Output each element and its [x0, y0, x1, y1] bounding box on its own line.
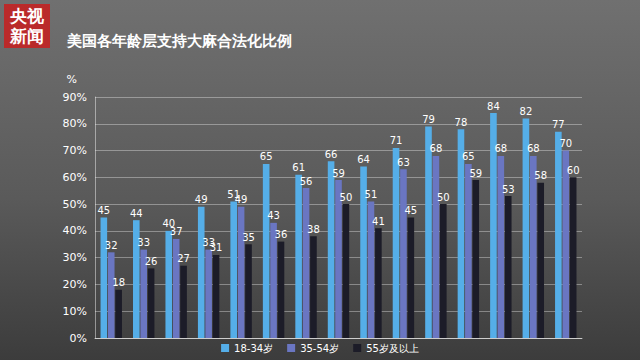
svg-text:70%: 70% — [63, 144, 87, 157]
svg-text:78: 78 — [455, 117, 468, 128]
svg-text:53: 53 — [502, 184, 515, 195]
svg-text:71: 71 — [390, 135, 403, 146]
svg-text:45: 45 — [404, 205, 417, 216]
svg-text:79: 79 — [422, 114, 435, 125]
svg-text:60%: 60% — [63, 171, 87, 184]
svg-text:90%: 90% — [63, 91, 87, 104]
svg-text:35: 35 — [242, 232, 255, 243]
svg-text:66: 66 — [325, 149, 338, 160]
svg-text:36: 36 — [275, 229, 288, 240]
svg-text:35-54岁: 35-54岁 — [300, 343, 339, 354]
svg-text:50: 50 — [437, 192, 450, 203]
svg-text:82: 82 — [520, 106, 533, 117]
svg-text:26: 26 — [145, 256, 158, 267]
svg-text:37: 37 — [170, 226, 183, 237]
svg-text:%: % — [67, 73, 77, 86]
svg-text:18-34岁: 18-34岁 — [234, 343, 273, 354]
svg-text:45: 45 — [97, 205, 110, 216]
svg-text:84: 84 — [487, 101, 500, 112]
svg-text:33: 33 — [137, 237, 150, 248]
svg-text:49: 49 — [235, 194, 248, 205]
svg-text:51: 51 — [227, 188, 241, 200]
svg-text:77: 77 — [552, 119, 565, 130]
svg-text:70: 70 — [559, 138, 572, 149]
svg-text:58: 58 — [534, 170, 547, 181]
svg-text:65: 65 — [260, 151, 273, 162]
svg-text:64: 64 — [357, 154, 370, 165]
svg-text:40: 40 — [162, 218, 176, 230]
svg-text:27: 27 — [177, 253, 190, 264]
svg-text:41: 41 — [372, 216, 385, 227]
svg-text:20%: 20% — [63, 278, 87, 291]
svg-text:31: 31 — [210, 242, 223, 253]
svg-text:80%: 80% — [63, 117, 87, 130]
svg-text:61: 61 — [292, 162, 305, 173]
svg-text:68: 68 — [494, 143, 507, 154]
svg-text:0%: 0% — [70, 332, 87, 345]
html-text:央视: 央视 — [10, 6, 44, 26]
svg-text:10%: 10% — [63, 305, 87, 318]
svg-text:43: 43 — [267, 210, 280, 221]
html-text:新闻: 新闻 — [10, 26, 44, 46]
svg-text:33: 33 — [202, 237, 215, 249]
svg-text:55岁及以上: 55岁及以上 — [366, 343, 419, 354]
svg-text:30%: 30% — [63, 251, 87, 264]
svg-text:51: 51 — [365, 189, 378, 200]
svg-text:50%: 50% — [63, 198, 87, 211]
svg-text:32: 32 — [105, 240, 118, 251]
svg-text:68: 68 — [430, 143, 443, 154]
svg-text:44: 44 — [130, 208, 143, 219]
svg-text:68: 68 — [527, 143, 540, 154]
svg-text:美国各年龄层支持大麻合法化比例: 美国各年龄层支持大麻合法化比例 — [66, 32, 292, 50]
svg-text:59: 59 — [469, 168, 482, 179]
svg-text:18: 18 — [112, 277, 125, 288]
svg-text:60: 60 — [567, 165, 580, 176]
svg-text:56: 56 — [300, 176, 313, 187]
svg-text:65: 65 — [462, 151, 475, 162]
svg-text:59: 59 — [332, 168, 345, 179]
svg-text:38: 38 — [307, 224, 320, 235]
svg-text:40%: 40% — [63, 224, 87, 237]
svg-text:50: 50 — [340, 192, 353, 203]
svg-text:63: 63 — [397, 157, 410, 168]
svg-text:49: 49 — [195, 194, 208, 205]
